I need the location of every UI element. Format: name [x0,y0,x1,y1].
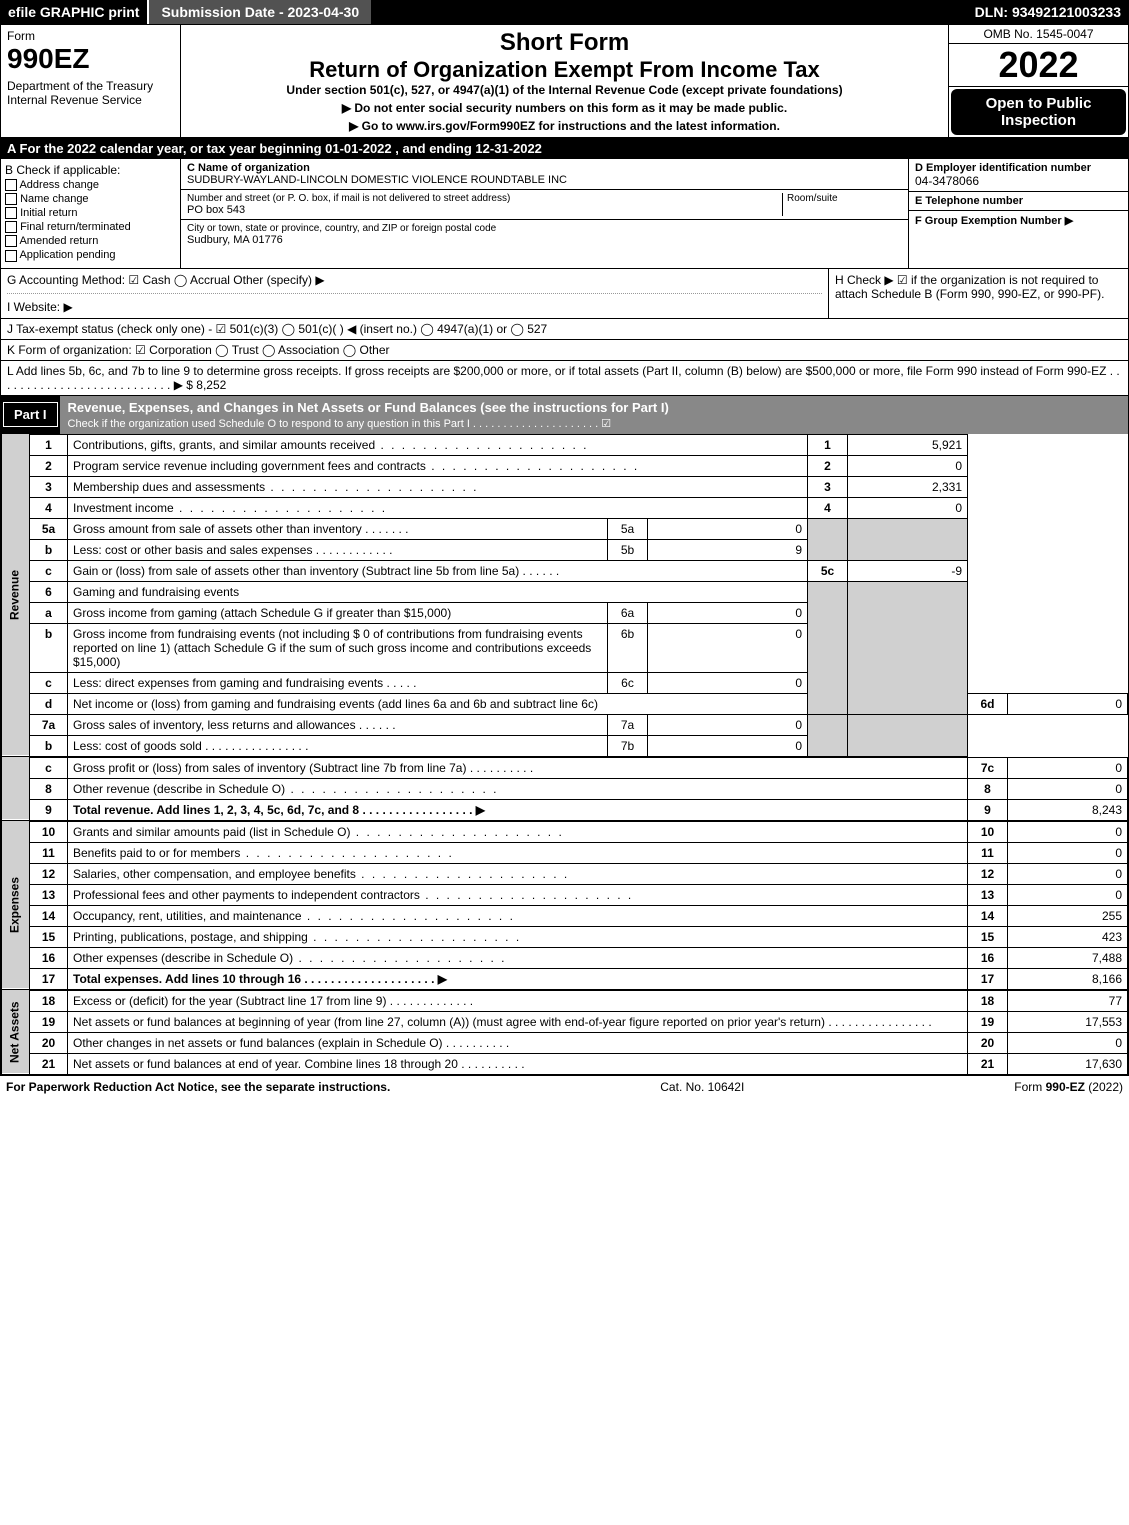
table-row: 14Occupancy, rent, utilities, and mainte… [2,905,1128,926]
room-label: Room/suite [787,193,902,204]
net-assets-table: Net Assets 18 Excess or (deficit) for th… [1,990,1128,1075]
table-row: 11Benefits paid to or for members110 [2,842,1128,863]
chk-application-pending[interactable]: Application pending [5,249,176,261]
section-d-e-f: D Employer identification number 04-3478… [908,159,1128,268]
table-row: 19Net assets or fund balances at beginni… [2,1011,1128,1032]
line-1-text: Contributions, gifts, grants, and simila… [68,434,808,455]
row-l-gross-receipts: L Add lines 5b, 6c, and 7b to line 9 to … [1,361,1128,396]
table-row: 13Professional fees and other payments t… [2,884,1128,905]
org-name-label: C Name of organization [187,162,898,174]
header-note-1: ▶ Do not enter social security numbers o… [187,101,942,115]
form-word: Form [7,29,174,43]
table-row: 4 Investment income 4 0 [2,497,1128,518]
efile-label[interactable]: efile GRAPHIC print [0,0,149,24]
table-row: 3 Membership dues and assessments 3 2,33… [2,476,1128,497]
department-label: Department of the Treasury Internal Reve… [7,79,174,107]
group-exemption-label: F Group Exemption Number ▶ [915,214,1122,227]
row-h-schedule-b: H Check ▶ ☑ if the organization is not r… [828,269,1128,318]
table-row: Revenue 1 Contributions, gifts, grants, … [2,434,1128,455]
section-b-header: B Check if applicable: [5,163,176,177]
row-a-tax-year: A For the 2022 calendar year, or tax yea… [1,138,1128,159]
accounting-method: G Accounting Method: ☑ Cash ◯ Accrual Ot… [7,273,822,294]
table-row: 17Total expenses. Add lines 10 through 1… [2,968,1128,989]
title-return: Return of Organization Exempt From Incom… [187,57,942,83]
chk-address-change[interactable]: Address change [5,179,176,191]
table-row: 2 Program service revenue including gove… [2,455,1128,476]
sidebar-expenses: Expenses [2,821,30,989]
form-header: Form 990EZ Department of the Treasury In… [1,25,1128,138]
row-g-h: G Accounting Method: ☑ Cash ◯ Accrual Ot… [1,269,1128,319]
table-row: 9 Total revenue. Add lines 1, 2, 3, 4, 5… [2,799,1128,820]
header-note-2[interactable]: ▶ Go to www.irs.gov/Form990EZ for instru… [187,119,942,133]
table-row: 21Net assets or fund balances at end of … [2,1053,1128,1074]
header-subtitle: Under section 501(c), 527, or 4947(a)(1)… [187,83,942,97]
revenue-table: Revenue 1 Contributions, gifts, grants, … [1,434,1128,757]
table-row: Expenses 10 Grants and similar amounts p… [2,821,1128,842]
table-row: 20Other changes in net assets or fund ba… [2,1032,1128,1053]
street-value: PO box 543 [187,204,782,216]
footer-right: Form Form 990-EZ (2022)990-EZ (2022) [1014,1080,1123,1094]
section-c: C Name of organization SUDBURY-WAYLAND-L… [181,159,908,268]
line-1-value: 5,921 [848,434,968,455]
tax-year: 2022 [949,44,1128,87]
part-1-title: Revenue, Expenses, and Changes in Net As… [60,396,1128,434]
row-k-form-org: K Form of organization: ☑ Corporation ◯ … [1,340,1128,361]
expenses-table: Expenses 10 Grants and similar amounts p… [1,821,1128,990]
street-label: Number and street (or P. O. box, if mail… [187,193,782,204]
section-b-c: B Check if applicable: Address change Na… [1,159,1128,269]
table-row: c Gain or (loss) from sale of assets oth… [2,560,1128,581]
section-b: B Check if applicable: Address change Na… [1,159,181,268]
chk-amended-return[interactable]: Amended return [5,235,176,247]
part-1-tab: Part I [3,402,58,427]
sidebar-net-assets: Net Assets [2,990,30,1074]
top-bar: efile GRAPHIC print Submission Date - 20… [0,0,1129,24]
open-inspection-badge: Open to Public Inspection [951,89,1126,135]
title-short-form: Short Form [187,29,942,57]
sidebar-revenue: Revenue [2,434,30,756]
dln-label: DLN: 93492121003233 [967,0,1129,24]
chk-initial-return[interactable]: Initial return [5,207,176,219]
footer-left: For Paperwork Reduction Act Notice, see … [6,1080,390,1094]
table-row: 6 Gaming and fundraising events [2,581,1128,602]
table-row: 16Other expenses (describe in Schedule O… [2,947,1128,968]
website-row: I Website: ▶ [7,300,822,314]
org-name: SUDBURY-WAYLAND-LINCOLN DOMESTIC VIOLENC… [187,174,902,186]
city-label: City or town, state or province, country… [187,223,496,234]
table-row: 15Printing, publications, postage, and s… [2,926,1128,947]
city-value: Sudbury, MA 01776 [187,234,496,246]
chk-name-change[interactable]: Name change [5,193,176,205]
chk-final-return[interactable]: Final return/terminated [5,221,176,233]
table-row: 12Salaries, other compensation, and empl… [2,863,1128,884]
revenue-table-2: c Gross profit or (loss) from sales of i… [1,757,1128,821]
ein-value: 04-3478066 [915,174,1122,188]
submission-date: Submission Date - 2023-04-30 [149,0,371,24]
form-number: 990EZ [7,43,174,75]
telephone-label: E Telephone number [915,195,1122,207]
page-footer: For Paperwork Reduction Act Notice, see … [0,1076,1129,1098]
table-row: 8 Other revenue (describe in Schedule O)… [2,778,1128,799]
table-row: 5a Gross amount from sale of assets othe… [2,518,1128,539]
table-row: c Gross profit or (loss) from sales of i… [2,757,1128,778]
ein-label: D Employer identification number [915,162,1122,174]
table-row: 7a Gross sales of inventory, less return… [2,714,1128,735]
omb-number: OMB No. 1545-0047 [949,25,1128,44]
part-1-header: Part I Revenue, Expenses, and Changes in… [1,396,1128,434]
table-row: Net Assets 18 Excess or (deficit) for th… [2,990,1128,1011]
row-j-tax-exempt: J Tax-exempt status (check only one) - ☑… [1,319,1128,340]
footer-mid: Cat. No. 10642I [660,1080,744,1094]
